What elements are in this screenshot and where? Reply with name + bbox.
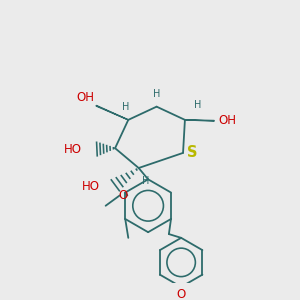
- Text: O: O: [118, 189, 127, 202]
- Text: OH: OH: [76, 91, 94, 104]
- Text: HO: HO: [64, 142, 82, 156]
- Text: H: H: [142, 176, 149, 186]
- Polygon shape: [185, 120, 214, 121]
- Polygon shape: [96, 105, 128, 120]
- Text: HO: HO: [82, 180, 100, 194]
- Text: OH: OH: [218, 114, 236, 127]
- Text: O: O: [176, 288, 186, 300]
- Text: H: H: [122, 102, 129, 112]
- Text: H: H: [194, 100, 202, 110]
- Text: H: H: [153, 89, 160, 99]
- Text: S: S: [187, 146, 197, 160]
